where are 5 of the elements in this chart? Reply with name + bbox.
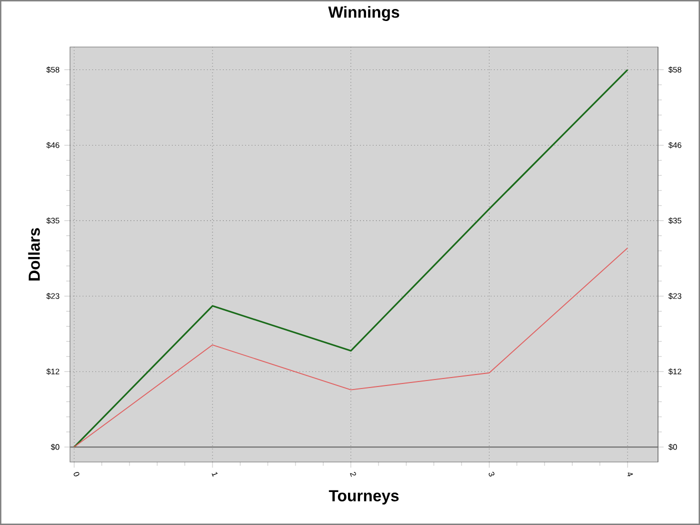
y-axis-title: Dollars bbox=[28, 228, 40, 280]
line-series bbox=[73, 68, 628, 448]
x-axis-title: Tourneys bbox=[328, 490, 399, 505]
chart-title: Winnings bbox=[328, 6, 400, 21]
line-series bbox=[74, 248, 628, 448]
